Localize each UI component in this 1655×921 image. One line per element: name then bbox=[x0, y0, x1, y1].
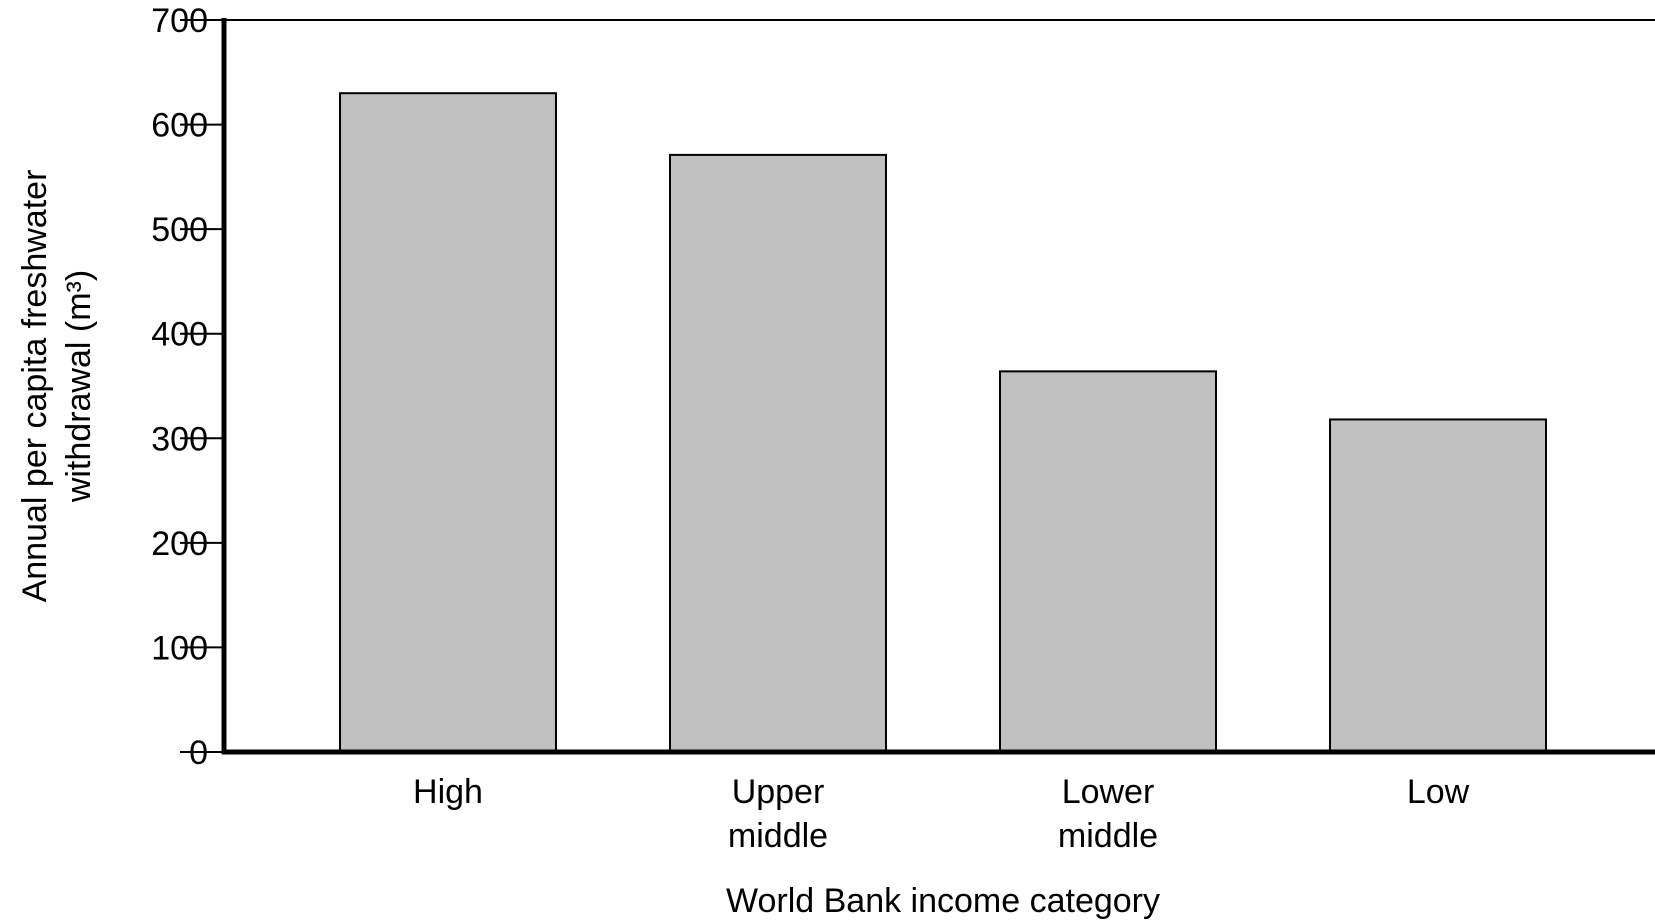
y-tick-label-0: 0 bbox=[189, 734, 208, 772]
bar-3 bbox=[1329, 418, 1547, 753]
y-axis-title: Annual per capita freshwater withdrawal (… bbox=[16, 170, 98, 603]
y-axis: 0 100 200 300 400 500 600 700 bbox=[151, 2, 227, 772]
bar-1 bbox=[669, 153, 887, 753]
y-tick-label-300: 300 bbox=[151, 420, 208, 458]
x-axis: High Upper middle Lower middle Low bbox=[222, 749, 1655, 855]
bar-0 bbox=[339, 92, 557, 753]
y-tick-label-100: 100 bbox=[151, 629, 208, 667]
y-tick-label-700: 700 bbox=[151, 2, 208, 40]
y-tick-label-200: 200 bbox=[151, 525, 208, 563]
bars-group bbox=[339, 92, 1547, 753]
y-tick-label-600: 600 bbox=[151, 107, 208, 145]
bar-2 bbox=[999, 370, 1217, 753]
x-tick-label-1: Upper middle bbox=[728, 773, 828, 855]
x-tick-label-0: High bbox=[413, 773, 483, 811]
x-tick-label-3: Low bbox=[1407, 773, 1470, 811]
x-tick-label-2: Lower middle bbox=[1058, 773, 1158, 855]
y-tick-label-500: 500 bbox=[151, 211, 208, 249]
y-tick-label-400: 400 bbox=[151, 316, 208, 354]
x-axis-title: World Bank income category bbox=[726, 882, 1160, 920]
